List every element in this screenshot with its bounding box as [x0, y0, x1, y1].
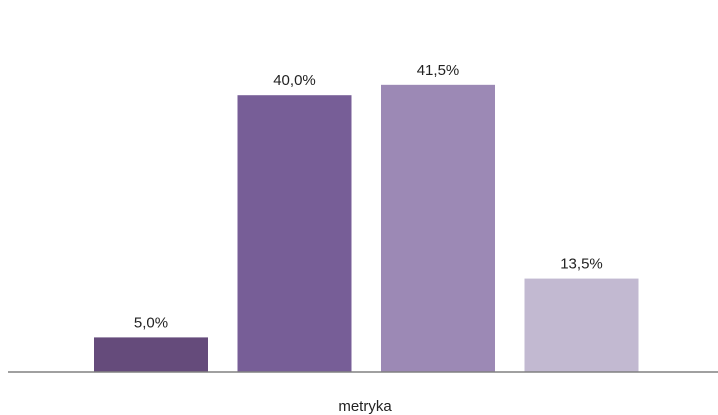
bar-4 [524, 278, 639, 372]
bars-group [94, 84, 639, 372]
bar-3 [381, 84, 495, 372]
bar-2 [237, 95, 352, 372]
data-label-3: 41,5% [417, 62, 460, 79]
data-label-1: 5,0% [134, 314, 168, 331]
data-label-2: 40,0% [273, 72, 316, 89]
data-label-4: 13,5% [560, 256, 603, 273]
data-labels-group: 5,0% 40,0% 41,5% 13,5% [134, 62, 603, 332]
category-label: metryka [338, 398, 392, 415]
bar-1 [94, 337, 208, 372]
